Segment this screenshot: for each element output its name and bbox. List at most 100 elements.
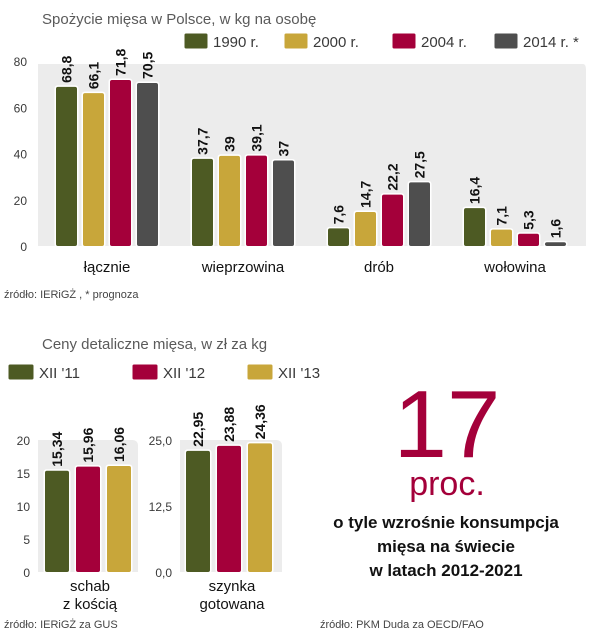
value-label-0-0: 68,8 bbox=[59, 55, 75, 82]
legend-label-1: 1990 r. bbox=[213, 34, 259, 51]
prices-category-label-1-0: szynka bbox=[209, 578, 256, 595]
y-tick-0: 0 bbox=[20, 240, 27, 254]
bar-3-0 bbox=[464, 208, 485, 246]
value-label-1-1: 39 bbox=[222, 136, 238, 152]
prices-category-label-0-0: schab bbox=[70, 578, 110, 595]
legend-swatch-2 bbox=[283, 32, 309, 50]
growth-highlight: 17 proc. o tyle wzrośnie konsumpcja mięs… bbox=[320, 371, 559, 631]
bar-3-3 bbox=[545, 242, 566, 246]
bar-1-2 bbox=[246, 155, 267, 246]
prices-legend-swatch-1 bbox=[7, 363, 35, 381]
bar-2-2 bbox=[382, 194, 403, 246]
bar-1-0 bbox=[192, 158, 213, 246]
prices-value-label-1-1: 23,88 bbox=[221, 407, 237, 442]
legend-swatch-1 bbox=[183, 32, 209, 50]
consumption-chart: Spożycie mięsa w Polsce, w kg na osobę 1… bbox=[4, 11, 586, 301]
prices-y-tick-0-3: 15 bbox=[17, 467, 31, 481]
prices-legend-swatch-3 bbox=[246, 363, 274, 381]
consumption-categories: łącznie wieprzowina drób wołowina bbox=[84, 259, 547, 276]
prices-value-label-0-2: 16,06 bbox=[111, 427, 127, 462]
value-label-3-0: 16,4 bbox=[467, 177, 483, 204]
prices-category-label-1-1: gotowana bbox=[199, 596, 265, 613]
consumption-y-axis: 0 20 40 60 80 bbox=[14, 55, 28, 254]
y-tick-2: 40 bbox=[14, 148, 28, 162]
legend-swatch-3 bbox=[391, 32, 417, 50]
prices-y-tick-0-1: 5 bbox=[23, 533, 30, 547]
value-label-1-3: 37 bbox=[276, 141, 292, 157]
value-label-0-1: 66,1 bbox=[86, 62, 102, 89]
value-label-2-0: 7,6 bbox=[331, 205, 347, 225]
prices-legend-label-3: XII '13 bbox=[278, 365, 320, 382]
consumption-plot-panel bbox=[38, 64, 586, 246]
bar-0-1 bbox=[83, 93, 104, 246]
value-label-1-2: 39,1 bbox=[249, 124, 265, 151]
value-label-0-2: 71,8 bbox=[113, 49, 129, 76]
prices-bar-0-0 bbox=[45, 470, 69, 572]
prices-bar-1-0 bbox=[186, 450, 210, 572]
value-label-2-3: 27,5 bbox=[412, 151, 428, 178]
value-label-3-3: 1,6 bbox=[548, 219, 564, 239]
bar-1-3 bbox=[273, 160, 294, 246]
highlight-line-2: mięsa na świecie bbox=[377, 537, 515, 556]
bar-0-3 bbox=[137, 82, 158, 246]
bar-3-2 bbox=[518, 233, 539, 246]
prices-category-label-0-1: z kością bbox=[63, 596, 118, 613]
prices-legend: XII '11 XII '12 XII '13 bbox=[7, 363, 320, 382]
prices-chart-title: Ceny detaliczne mięsa, w zł za kg bbox=[42, 336, 267, 353]
prices-bar-0-2 bbox=[107, 466, 131, 572]
prices-value-label-0-0: 15,34 bbox=[49, 432, 65, 467]
legend-swatch-4 bbox=[493, 32, 519, 50]
prices-y-tick-1-0: 0,0 bbox=[155, 566, 172, 580]
highlight-unit: proc. bbox=[409, 465, 485, 503]
value-label-3-1: 7,1 bbox=[494, 206, 510, 226]
bar-0-2 bbox=[110, 79, 131, 247]
category-label-2: drób bbox=[364, 259, 394, 276]
prices-legend-label-2: XII '12 bbox=[163, 365, 205, 382]
bar-2-3 bbox=[409, 182, 430, 246]
value-label-0-3: 70,5 bbox=[140, 52, 156, 79]
legend-label-4: 2014 r. * bbox=[523, 34, 579, 51]
legend-label-2: 2000 r. bbox=[313, 34, 359, 51]
y-tick-3: 60 bbox=[14, 101, 28, 115]
y-tick-4: 80 bbox=[14, 55, 28, 69]
prices-bar-1-1 bbox=[217, 445, 241, 572]
bar-0-0 bbox=[56, 86, 77, 247]
category-label-0: łącznie bbox=[84, 259, 131, 276]
consumption-source: źródło: IERiGŻ , * prognoza bbox=[4, 288, 139, 301]
highlight-line-1: o tyle wzrośnie konsumpcja bbox=[333, 513, 559, 532]
highlight-number: 17 bbox=[394, 371, 501, 478]
bar-1-1 bbox=[219, 155, 240, 246]
prices-bar-0-1 bbox=[76, 466, 100, 572]
prices-value-label-0-1: 15,96 bbox=[80, 427, 96, 462]
category-label-1: wieprzowina bbox=[201, 259, 285, 276]
prices-y-tick-1-2: 25,0 bbox=[149, 434, 173, 448]
bar-2-0 bbox=[328, 228, 349, 246]
consumption-legend: 1990 r. 2000 r. 2004 r. 2014 r. * bbox=[183, 32, 579, 51]
bar-2-1 bbox=[355, 212, 376, 246]
consumption-bars: 68,8 66,1 71,8 70,5 37,7 39 39,1 37 7,6 14,7 22,2 2… bbox=[54, 49, 568, 248]
highlight-source: źródło: PKM Duda za OECD/FAO bbox=[320, 619, 484, 631]
legend-label-3: 2004 r. bbox=[421, 34, 467, 51]
value-label-2-1: 14,7 bbox=[358, 181, 374, 208]
prices-value-label-1-2: 24,36 bbox=[252, 404, 268, 439]
consumption-chart-title: Spożycie mięsa w Polsce, w kg na osobę bbox=[42, 11, 316, 28]
prices-y-tick-1-1: 12,5 bbox=[149, 500, 173, 514]
prices-value-label-1-0: 22,95 bbox=[190, 412, 206, 447]
value-label-1-0: 37,7 bbox=[195, 127, 211, 154]
prices-bar-1-2 bbox=[248, 443, 272, 572]
prices-source: źródło: IERiGŻ za GUS bbox=[4, 618, 118, 631]
prices-chart: Ceny detaliczne mięsa, w zł za kg XII '1… bbox=[4, 336, 320, 631]
y-tick-1: 20 bbox=[14, 194, 28, 208]
prices-y-tick-0-4: 20 bbox=[17, 434, 31, 448]
value-label-2-2: 22,2 bbox=[385, 163, 401, 190]
highlight-line-3: w latach 2012-2021 bbox=[368, 561, 522, 580]
prices-legend-swatch-2 bbox=[131, 363, 159, 381]
category-label-3: wołowina bbox=[483, 259, 546, 276]
value-label-3-2: 5,3 bbox=[521, 210, 537, 230]
prices-y-tick-0-2: 10 bbox=[17, 500, 31, 514]
prices-y-tick-0-0: 0 bbox=[23, 566, 30, 580]
